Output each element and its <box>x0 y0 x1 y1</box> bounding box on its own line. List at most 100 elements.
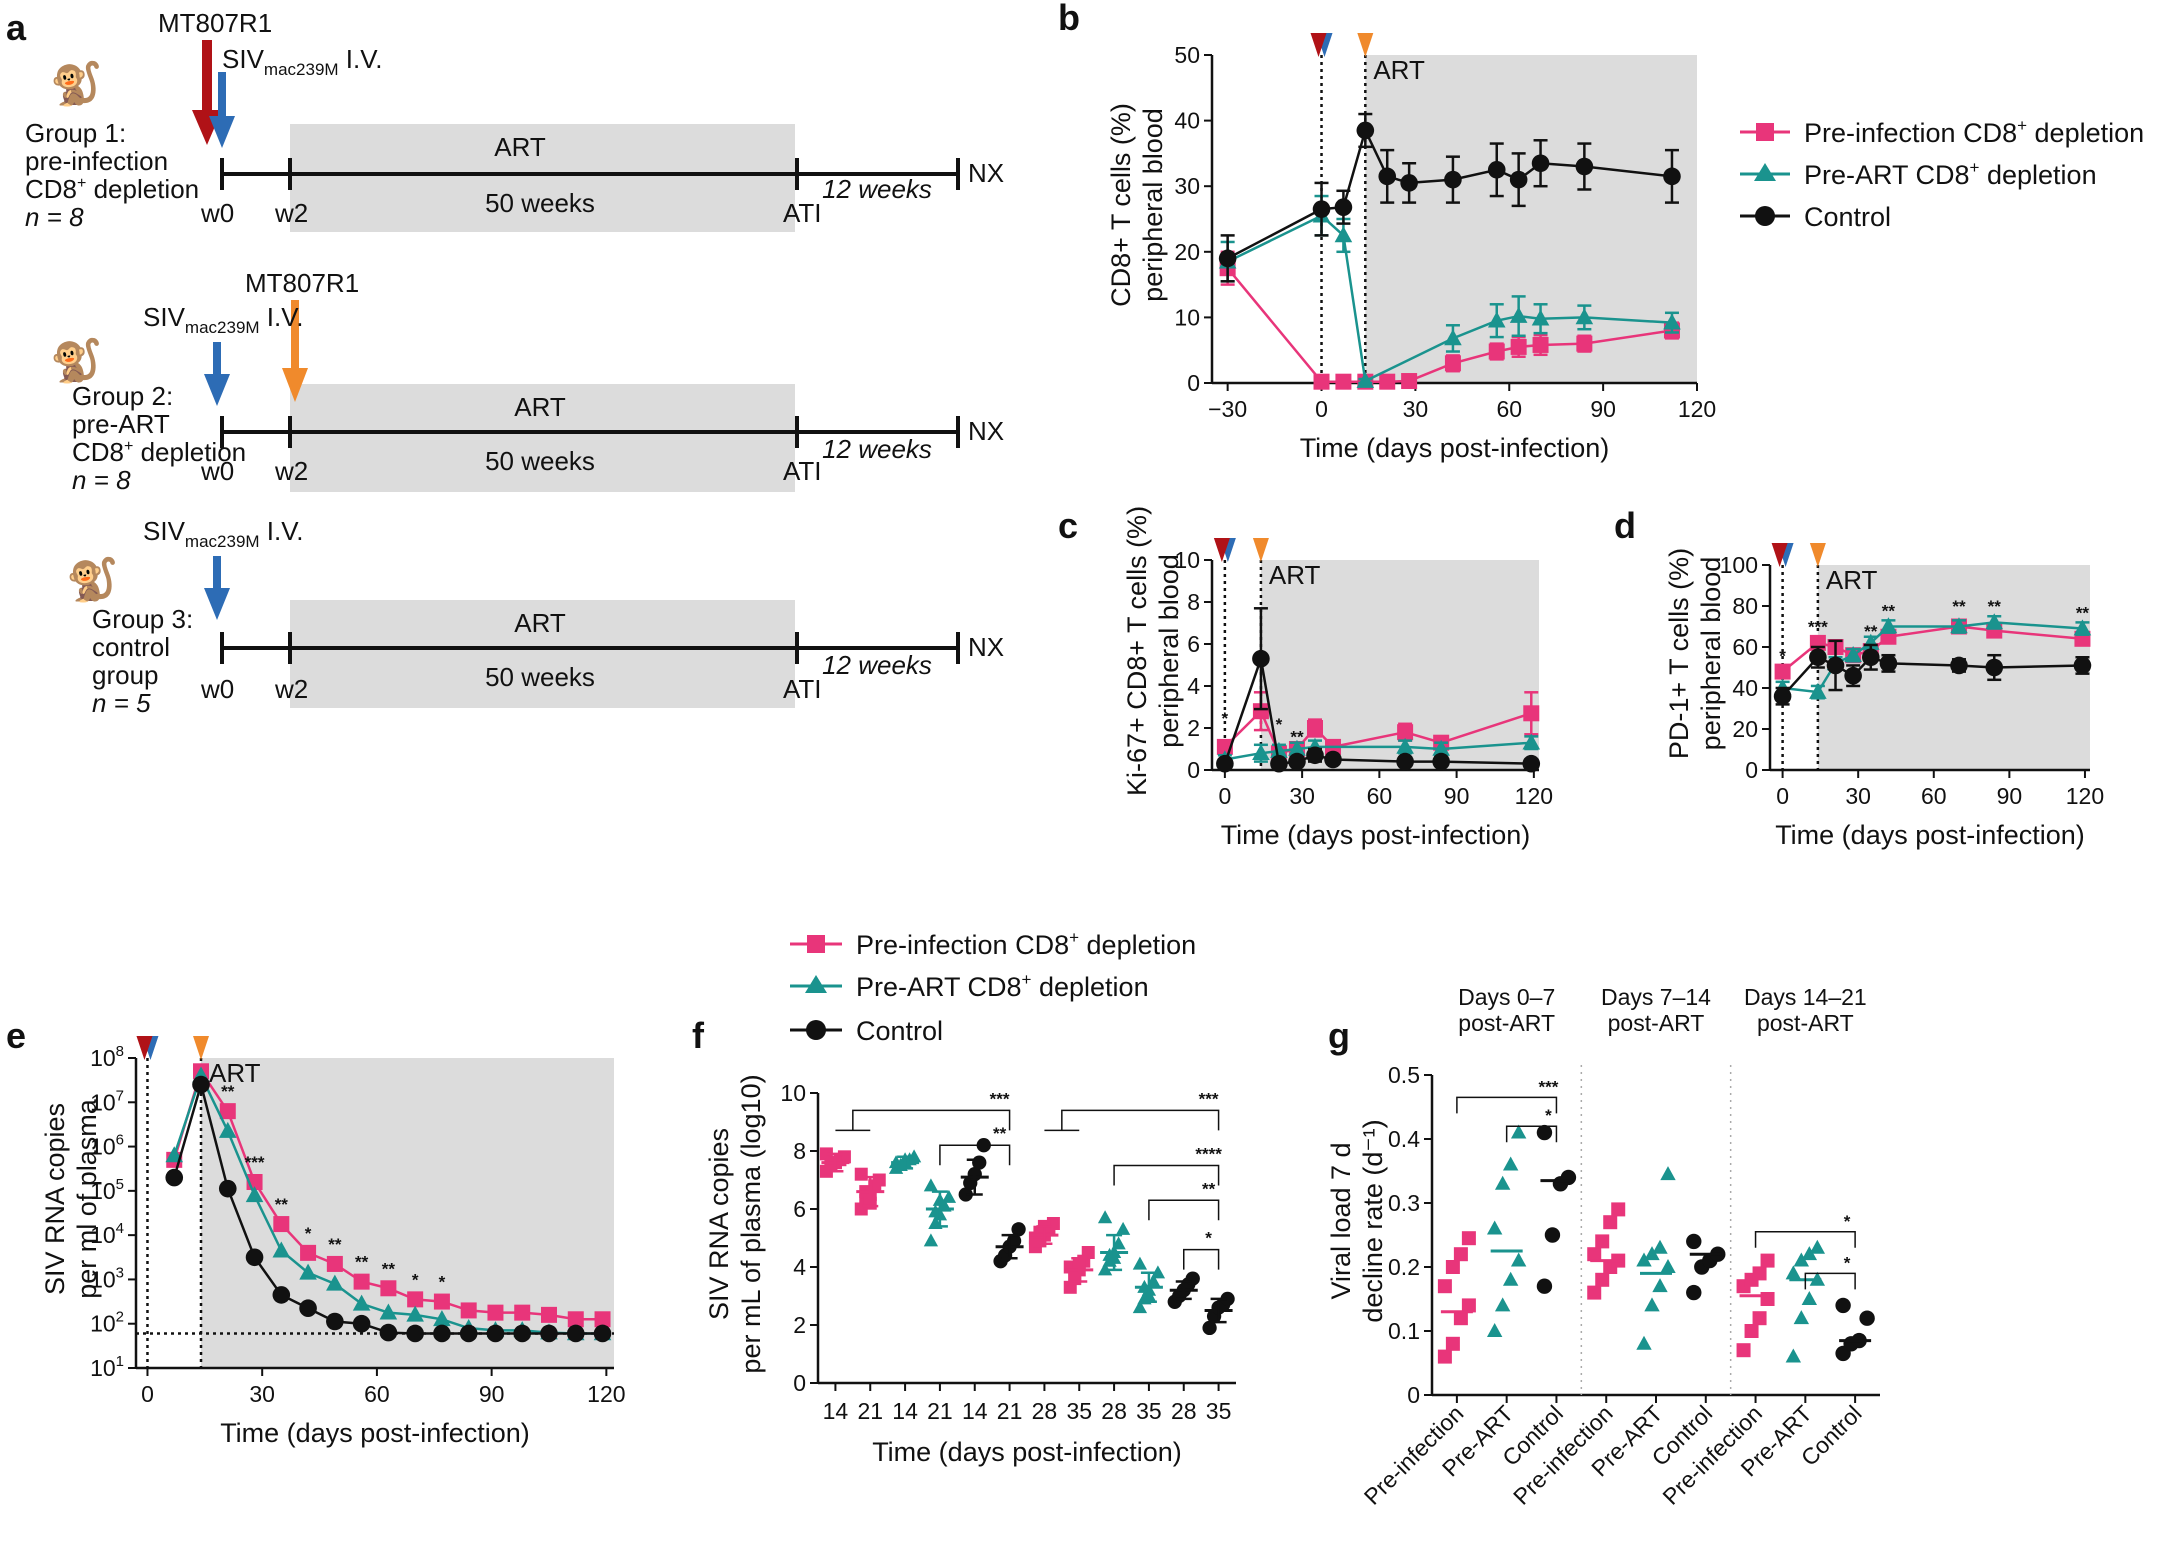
scatter-point <box>1636 1252 1652 1267</box>
significance-star: ** <box>382 1259 396 1278</box>
data-point <box>1401 373 1418 390</box>
group2-line3: CD8+ depletion <box>72 437 246 467</box>
data-point <box>300 1244 317 1261</box>
data-point <box>299 1299 317 1318</box>
group3-line3: group <box>92 660 159 690</box>
x-axis-label-b: Time (days post-infection) <box>1300 433 1610 463</box>
data-point <box>326 1274 344 1291</box>
monkey-icon-group1: 🐒 <box>50 59 102 108</box>
data-point <box>379 1303 398 1320</box>
art-shade-row2 <box>290 384 795 492</box>
scatter-point <box>1611 1202 1626 1217</box>
significance-star: ** <box>355 1253 369 1272</box>
chart-f: 0 2 4 6 8 10 14 21 14 21 14 21 28 35 28 35 28 35 Time (day… <box>704 1074 1236 1467</box>
data-point <box>1861 648 1880 667</box>
data-point <box>567 1311 584 1328</box>
y-tick-label: 0.1 <box>1388 1318 1420 1344</box>
data-point <box>1444 355 1461 372</box>
significance-bracket <box>852 1109 1011 1131</box>
data-point <box>1522 754 1541 773</box>
y-tick-exp: 7 <box>116 1087 124 1104</box>
x-tick-label: 35 <box>1066 1398 1092 1424</box>
scatter-point <box>1809 1239 1826 1254</box>
data-point <box>407 1291 424 1308</box>
y-tick-label: 0 <box>1187 370 1200 396</box>
legend-pink-marker <box>1756 123 1774 141</box>
y-tick-exp: 8 <box>116 1043 124 1060</box>
significance-star: * <box>1545 1106 1552 1125</box>
scatter-point <box>1660 1166 1676 1181</box>
data-point <box>352 1294 371 1311</box>
y-tick-label: 106 <box>90 1132 124 1160</box>
panel-a: a 🐒 Group 1: pre-infection CD8+ depletio… <box>6 7 1004 718</box>
scatter-point <box>1220 1291 1235 1307</box>
data-point <box>1356 121 1375 140</box>
x-axis-label-e: Time (days post-infection) <box>220 1418 530 1448</box>
scatter-point <box>1793 1252 1810 1267</box>
x-tick-label: 60 <box>364 1381 390 1407</box>
event-triangle <box>136 1036 153 1060</box>
data-point <box>1252 703 1269 720</box>
data-point <box>1288 752 1306 771</box>
x-tick-label: 60 <box>1921 783 1947 809</box>
data-point <box>433 1324 451 1343</box>
group1-title: Group 1: <box>25 118 126 148</box>
significance-star: * <box>439 1273 446 1292</box>
significance-star: ** <box>1882 601 1896 620</box>
y-tick-label: 108 <box>90 1043 124 1071</box>
data-point <box>1575 157 1594 176</box>
scatter-point <box>941 1189 957 1203</box>
x-tick-label: 28 <box>1171 1398 1197 1424</box>
data-point <box>540 1306 557 1323</box>
scatter-point <box>1445 1260 1460 1274</box>
data-point <box>1663 167 1681 186</box>
data-point <box>379 1323 398 1342</box>
significance-bracket <box>939 1144 1011 1166</box>
y-tick-label: 0 <box>1745 757 1758 783</box>
y-tick-label: 0 <box>793 1370 806 1396</box>
nx-row2: NX <box>968 416 1004 446</box>
data-point <box>1218 249 1237 268</box>
y-axis-label-b: CD8+ T cells (%)peripheral blood <box>1106 103 1168 307</box>
data-point <box>2073 656 2092 675</box>
scatter-point <box>1801 1246 1818 1261</box>
data-point <box>433 1293 450 1310</box>
scatter-point <box>1494 1297 1511 1312</box>
y-tick-label: 8 <box>1187 589 1200 615</box>
data-point <box>487 1304 504 1321</box>
chart-c: 0 2 4 6 8 10 0 30 60 90 120 Time (days post-infecti… <box>1122 506 1553 850</box>
scatter-point <box>1686 1233 1702 1250</box>
y-axis-label-line: SIV RNA copies <box>40 1103 70 1295</box>
y-tick-label: 40 <box>1732 675 1758 701</box>
x-tick-label: 90 <box>479 1381 505 1407</box>
data-point <box>245 1248 264 1267</box>
weeks12-row2: 12 weeks <box>822 434 932 464</box>
data-point <box>1985 658 2004 677</box>
x-tick-label: 28 <box>1032 1398 1058 1424</box>
x-tick-label: 0 <box>141 1381 154 1407</box>
x-tick-label: 60 <box>1367 783 1393 809</box>
scatter-point <box>1437 1279 1452 1294</box>
w0-row2: w0 <box>200 456 234 486</box>
significance-star: ** <box>275 1195 289 1214</box>
y-tick-label: 101 <box>90 1353 124 1381</box>
art-label-row2: ART <box>514 392 566 422</box>
significance-star: * <box>1222 709 1229 728</box>
data-point <box>1397 724 1414 741</box>
legend-top: Pre-infection CD8+ depletion Pre-ART CD8… <box>1740 116 2144 232</box>
y-tick-label: 10 <box>780 1080 806 1106</box>
scatter-point <box>1785 1265 1802 1280</box>
significance-star: *** <box>1199 1089 1219 1108</box>
scatter-point <box>1686 1284 1702 1301</box>
y-tick-label: 20 <box>1732 716 1758 742</box>
section-title-line2: post-ART <box>1608 1010 1705 1036</box>
data-point <box>219 1103 236 1120</box>
scatter-point <box>1752 1311 1767 1326</box>
y-tick-label: 0.4 <box>1388 1126 1420 1152</box>
y-tick-base: 10 <box>90 1311 116 1337</box>
y-axis-label-line: Ki-67+ CD8+ T cells (%) <box>1122 506 1152 796</box>
scatter-point <box>1510 1252 1527 1267</box>
group2-row: 🐒 Group 2: pre-ART CD8+ depletion n = 8 … <box>50 268 1004 495</box>
y-tick-exp: 3 <box>116 1264 124 1281</box>
data-point <box>1523 705 1540 722</box>
